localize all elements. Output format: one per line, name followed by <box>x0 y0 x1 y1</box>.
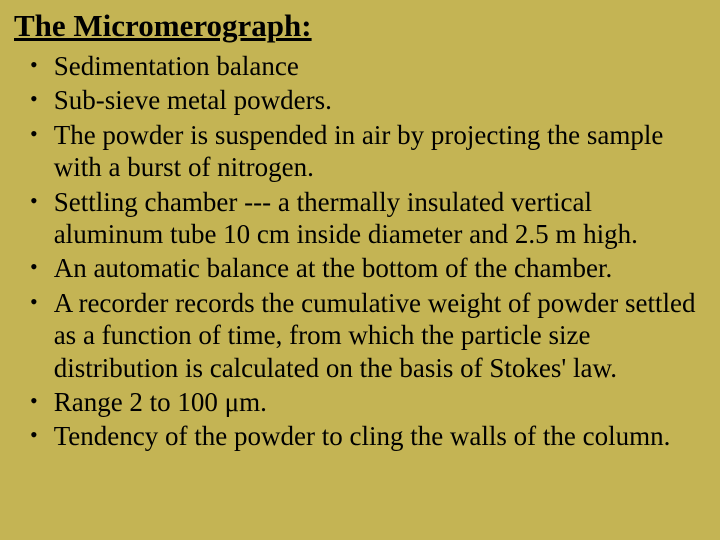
bullet-text: Tendency of the powder to cling the wall… <box>54 420 700 452</box>
bullet-icon: • <box>30 50 38 81</box>
list-item: • Sedimentation balance <box>12 50 700 82</box>
list-item: • A recorder records the cumulative weig… <box>12 287 700 384</box>
bullet-icon: • <box>30 186 38 217</box>
list-item: • An automatic balance at the bottom of … <box>12 252 700 284</box>
bullet-icon: • <box>30 119 38 150</box>
bullet-text: Sub-sieve metal powders. <box>54 84 700 116</box>
bullet-text: Settling chamber --- a thermally insulat… <box>54 186 700 251</box>
bullet-text: An automatic balance at the bottom of th… <box>54 252 700 284</box>
list-item: • The powder is suspended in air by proj… <box>12 119 700 184</box>
bullet-icon: • <box>30 84 38 115</box>
list-item: • Range 2 to 100 μm. <box>12 386 700 418</box>
bullet-text: The powder is suspended in air by projec… <box>54 119 700 184</box>
list-item: • Tendency of the powder to cling the wa… <box>12 420 700 452</box>
list-item: • Sub-sieve metal powders. <box>12 84 700 116</box>
bullet-list: • Sedimentation balance • Sub-sieve meta… <box>12 50 700 453</box>
bullet-icon: • <box>30 386 38 417</box>
slide-title: The Micromerograph: <box>14 8 700 44</box>
bullet-text: Range 2 to 100 μm. <box>54 386 700 418</box>
list-item: • Settling chamber --- a thermally insul… <box>12 186 700 251</box>
bullet-icon: • <box>30 420 38 451</box>
bullet-text: Sedimentation balance <box>54 50 700 82</box>
bullet-text: A recorder records the cumulative weight… <box>54 287 700 384</box>
bullet-icon: • <box>30 252 38 283</box>
bullet-icon: • <box>30 287 38 318</box>
